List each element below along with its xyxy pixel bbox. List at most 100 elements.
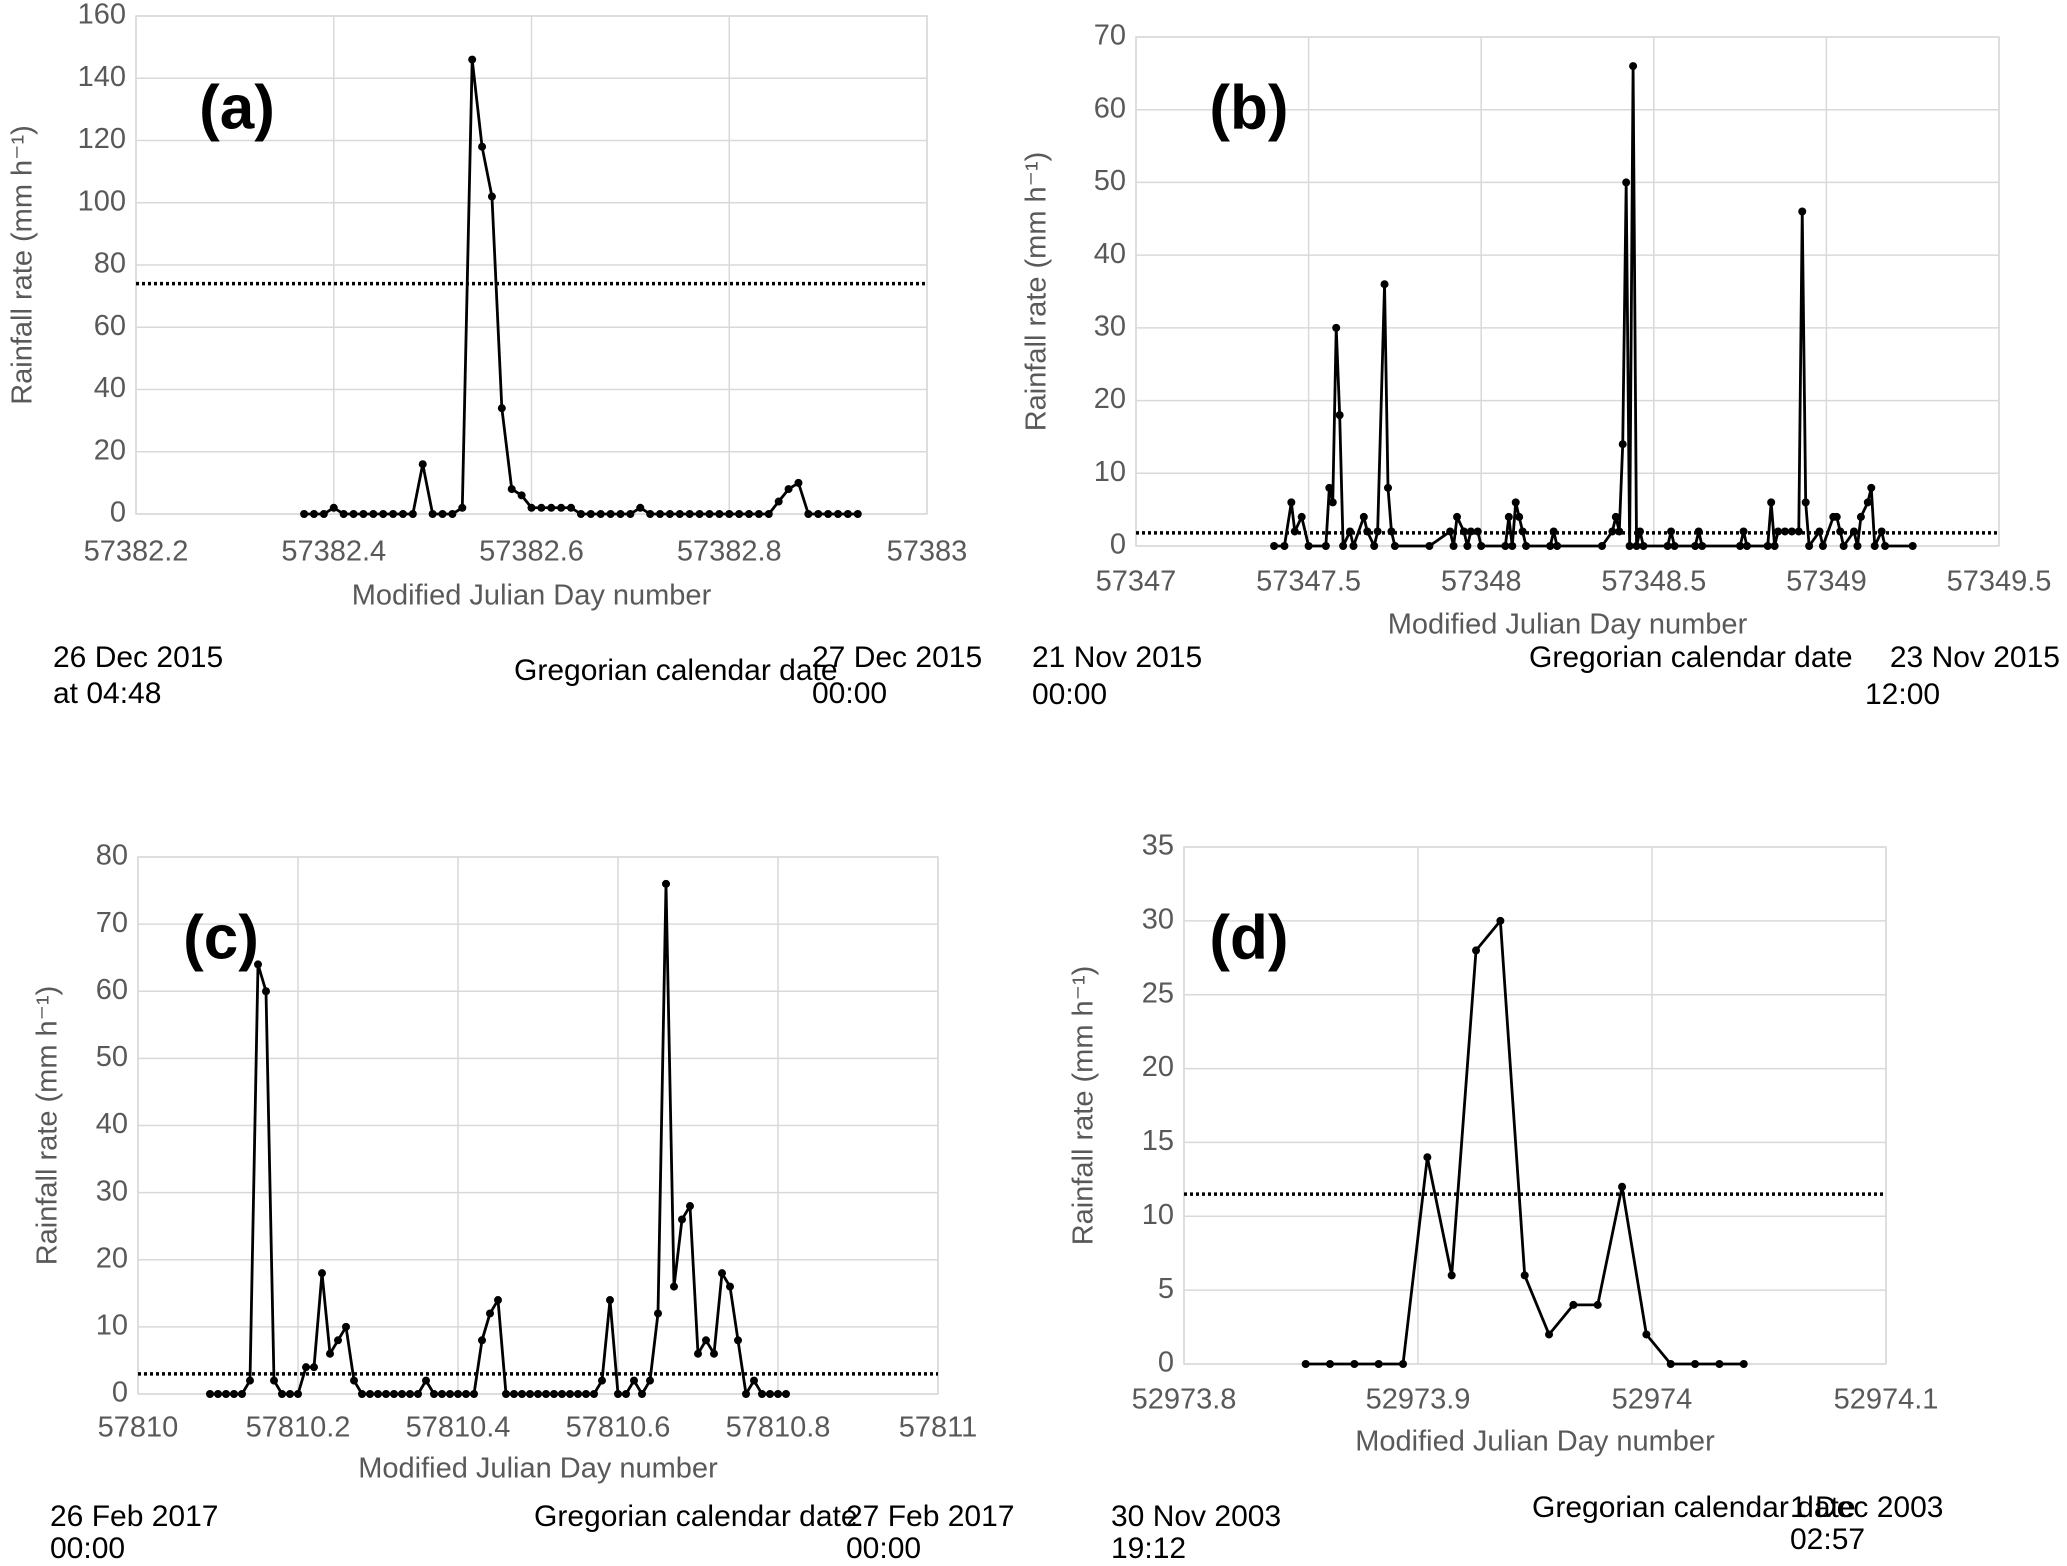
data-point	[1270, 542, 1279, 550]
data-point	[1618, 440, 1627, 449]
data-point	[294, 1390, 302, 1398]
x-tick-label: 57383	[887, 536, 968, 568]
panel-label: (a)	[199, 73, 275, 142]
data-point	[853, 510, 862, 518]
data-point	[309, 510, 318, 518]
data-point	[1818, 542, 1827, 550]
data-point	[726, 1282, 734, 1291]
data-point	[1736, 542, 1745, 550]
data-point	[478, 1336, 486, 1345]
data-point	[478, 142, 487, 151]
data-point	[1805, 542, 1814, 550]
data-point	[448, 510, 457, 518]
date-left: 26 Dec 2015	[53, 641, 223, 674]
data-point	[1332, 323, 1341, 332]
panel: 0 20 40 60 80 100 120 140 160 57382.2 57382.4 57382…	[7, 0, 982, 710]
x-tick-label: 57382.2	[84, 536, 189, 568]
data-point	[576, 510, 585, 518]
data-point	[238, 1390, 246, 1398]
panel-label: (b)	[1209, 73, 1288, 142]
data-point	[1629, 62, 1638, 71]
data-point	[702, 1336, 710, 1345]
data-point	[422, 1376, 430, 1385]
data-point	[369, 510, 378, 518]
data-point	[1473, 527, 1482, 536]
data-point	[390, 1390, 398, 1398]
data-point	[705, 510, 714, 518]
data-point	[715, 510, 724, 518]
data-point	[1446, 527, 1455, 536]
x-tick-label: 52973.9	[1366, 1384, 1471, 1416]
data-point	[718, 1269, 726, 1278]
data-point	[656, 510, 665, 518]
data-point	[428, 510, 437, 518]
data-line	[210, 882, 786, 1396]
data-point	[1832, 512, 1841, 521]
data-point	[1691, 1360, 1700, 1368]
data-point	[686, 1202, 694, 1211]
panel: 0 10 20 30 40 50 60 70 80 57810 57810.2 57810.4 5781…	[32, 840, 1015, 1565]
data-point	[638, 1390, 646, 1398]
data-point	[389, 510, 398, 518]
date-right: 1 Dec 2003	[1790, 1491, 1943, 1524]
data-point	[1611, 512, 1620, 521]
panel-label: (c)	[183, 903, 259, 972]
data-point	[446, 1390, 454, 1398]
data-point	[349, 510, 358, 518]
y-tick-label: 50	[1094, 165, 1126, 197]
data-point	[1663, 542, 1672, 550]
data-point	[1622, 178, 1631, 187]
data-point	[1569, 1300, 1578, 1309]
date-left: 26 Feb 2017	[50, 1500, 218, 1533]
data-point	[222, 1390, 230, 1398]
data-point	[694, 1349, 702, 1358]
date-right: 23 Nov 2015	[1890, 641, 2060, 674]
data-point	[646, 1376, 654, 1385]
x-tick-label: 57382.8	[677, 536, 782, 568]
y-tick-label: 60	[96, 974, 128, 1006]
y-tick-label: 10	[1094, 456, 1126, 488]
x-axis-label: Modified Julian Day number	[1388, 609, 1748, 641]
y-tick-label: 70	[96, 907, 128, 939]
data-point	[1287, 498, 1296, 507]
data-line	[304, 58, 858, 516]
data-point	[486, 1309, 494, 1318]
x-tick-label: 57348	[1441, 566, 1522, 598]
x-tick-label: 57349	[1786, 566, 1867, 598]
date-center: Gregorian calendar date	[534, 1500, 858, 1533]
data-point	[359, 510, 368, 518]
data-point	[1390, 542, 1399, 550]
data-point	[1496, 916, 1505, 925]
data-point	[1815, 527, 1824, 536]
x-tick-label: 57810.4	[406, 1412, 511, 1444]
data-point	[1447, 1271, 1456, 1280]
data-point	[1667, 527, 1676, 536]
data-point	[1304, 542, 1313, 550]
y-tick-label: 30	[1094, 311, 1126, 343]
data-point	[1297, 512, 1306, 521]
data-point	[804, 510, 813, 518]
date-left: 30 Nov 2003	[1111, 1500, 1281, 1533]
y-tick-label: 100	[78, 185, 126, 217]
data-point	[1350, 1360, 1359, 1368]
data-point	[1608, 527, 1617, 536]
data-point	[1598, 542, 1607, 550]
data-point	[582, 1390, 590, 1398]
y-tick-label: 0	[1110, 529, 1126, 561]
date-center: Gregorian calendar date	[1532, 1491, 1856, 1524]
data-point	[1549, 527, 1558, 536]
data-point	[526, 1390, 534, 1398]
data-point	[329, 503, 338, 512]
data-point	[382, 1390, 390, 1398]
y-tick-label: 50	[96, 1041, 128, 1073]
data-point	[596, 510, 605, 518]
data-point	[1399, 1360, 1408, 1368]
x-axis-label: Modified Julian Day number	[352, 580, 712, 612]
data-point	[1459, 527, 1468, 536]
x-axis-label: Modified Julian Day number	[358, 1453, 718, 1485]
data-point	[1349, 542, 1358, 550]
x-tick-label: 57382.6	[479, 536, 584, 568]
data-point	[1593, 1300, 1602, 1309]
panel-label: (d)	[1209, 903, 1288, 972]
data-point	[1801, 498, 1810, 507]
